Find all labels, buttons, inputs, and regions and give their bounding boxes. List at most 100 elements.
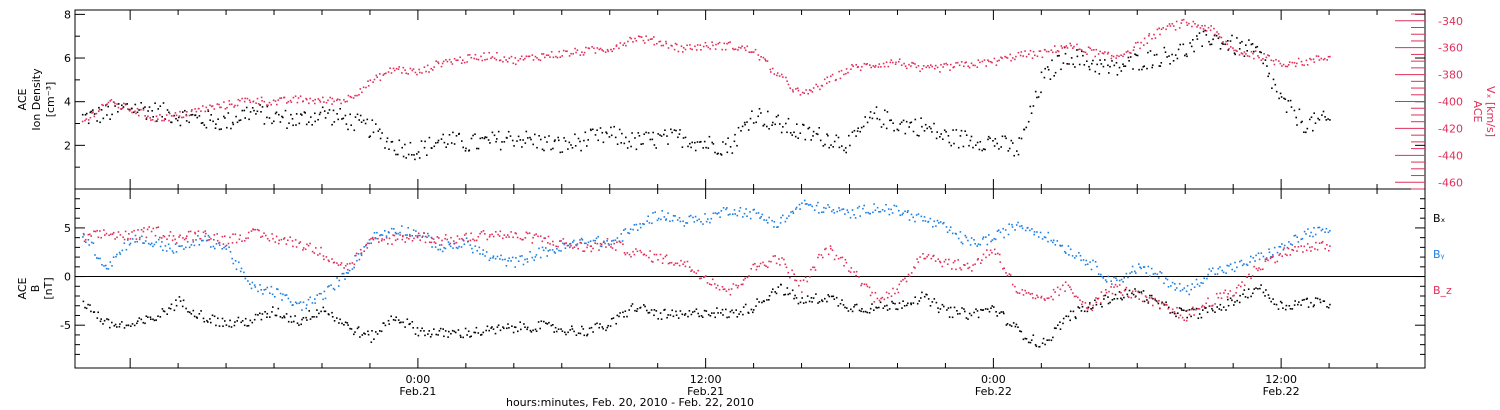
b-series-0-point [384, 324, 387, 327]
ion-density-point [996, 142, 998, 145]
ion-density-point [437, 141, 439, 144]
ion-density-point [1000, 146, 1002, 148]
b-series-1-point [589, 240, 592, 242]
ion-density-point [717, 152, 719, 155]
b-series-1-point [444, 247, 447, 250]
b-series-1-point [887, 208, 890, 210]
ion-density-point [447, 143, 449, 145]
vx-point [677, 50, 680, 53]
b-series-1-point [484, 255, 486, 257]
b-series-1-point [854, 217, 857, 219]
b-series-0-point [864, 310, 867, 313]
b-series-2-point [140, 229, 143, 231]
b-series-2-point [122, 236, 124, 238]
b-series-2-point [833, 258, 836, 261]
ion-density-point [864, 116, 866, 118]
b-series-1-point [710, 217, 713, 220]
vx-point [817, 85, 819, 88]
ion-density-point [435, 142, 437, 144]
vx-point [912, 62, 915, 64]
ion-density-point [1168, 55, 1170, 57]
b-series-1-point [743, 212, 746, 215]
b-series-1-point [365, 245, 367, 247]
vx-point [1047, 50, 1050, 53]
vx-point [1133, 46, 1135, 48]
b-series-0-point [82, 300, 85, 303]
b-series-2-point [691, 269, 693, 271]
b-series-1-point [1160, 272, 1163, 274]
b-series-2-point [667, 262, 670, 265]
b-series-0-point [1177, 312, 1179, 314]
b-series-1-point [878, 211, 880, 213]
b-series-2-point [1075, 295, 1077, 298]
ion-density-point [223, 115, 225, 118]
ion-density-point [1208, 40, 1210, 43]
vx-point [453, 57, 456, 60]
ion-density-point [1001, 135, 1004, 138]
b-series-0-point [701, 316, 704, 318]
ion-density-point [455, 135, 458, 137]
b-series-2-point [254, 228, 257, 231]
b-series-2-point [1217, 296, 1220, 299]
ion-density-point [931, 131, 933, 133]
b-series-0-point [1277, 308, 1280, 310]
b-series-1-point [292, 304, 294, 306]
ion-density-point [1324, 116, 1326, 118]
b-series-0-point [888, 308, 891, 310]
vx-point [1202, 28, 1205, 30]
b-series-2-point [142, 230, 145, 233]
b-series-1-point [1206, 277, 1208, 280]
b-series-1-point [1226, 264, 1228, 267]
b-series-1-point [1014, 229, 1016, 231]
ion-density-point [251, 107, 254, 109]
b-series-1-point [1096, 265, 1098, 268]
b-series-2-point [669, 262, 671, 264]
b-series-0-point [1188, 309, 1191, 311]
vx-point [572, 53, 574, 55]
b-series-2-point [1279, 253, 1281, 255]
ion-density-point [740, 130, 742, 132]
ion-density-point [570, 144, 572, 146]
b-series-2-point [206, 239, 209, 242]
vx-point [946, 63, 949, 66]
b-series-2-point [1183, 319, 1185, 321]
b-series-2-point [1040, 295, 1043, 298]
b-series-1-point [385, 235, 388, 237]
b-series-1-point [282, 293, 284, 296]
b-series-2-point [208, 239, 210, 241]
b-series-2-point [1243, 284, 1246, 287]
ion-density-point [794, 135, 797, 138]
vx-point [499, 59, 502, 61]
vx-point [1250, 50, 1253, 53]
b-series-0-point [269, 316, 271, 318]
vx-point [397, 68, 400, 70]
b-series-1-point [118, 251, 121, 254]
b-series-1-point [412, 229, 415, 231]
ion-density-point [720, 154, 723, 156]
b-series-1-point [632, 228, 634, 231]
ion-density-point [833, 140, 836, 143]
vx-point [233, 106, 235, 108]
ion-density-point [657, 133, 659, 135]
vx-point [194, 108, 196, 110]
vx-point [493, 57, 496, 60]
vx-point [1293, 62, 1296, 64]
vx-point [174, 112, 177, 114]
b-series-1-point [529, 251, 531, 253]
b-series-0-point [1041, 342, 1044, 344]
b-series-0-point [111, 321, 113, 324]
b-series-2-point [127, 237, 129, 240]
b-series-1-point [332, 287, 335, 290]
ion-density-point [760, 112, 762, 114]
vx-point [807, 92, 809, 95]
b-series-1-point [614, 239, 617, 241]
b-series-1-point [986, 243, 989, 246]
vx-point [819, 88, 821, 91]
b-series-1-point [999, 231, 1002, 234]
ion-density-point [810, 139, 812, 141]
b-series-2-point [897, 291, 900, 294]
b-series-0-point [1238, 301, 1241, 304]
vx-point [292, 96, 295, 99]
ion-density-point [484, 136, 486, 138]
b-series-1-point [553, 251, 556, 253]
